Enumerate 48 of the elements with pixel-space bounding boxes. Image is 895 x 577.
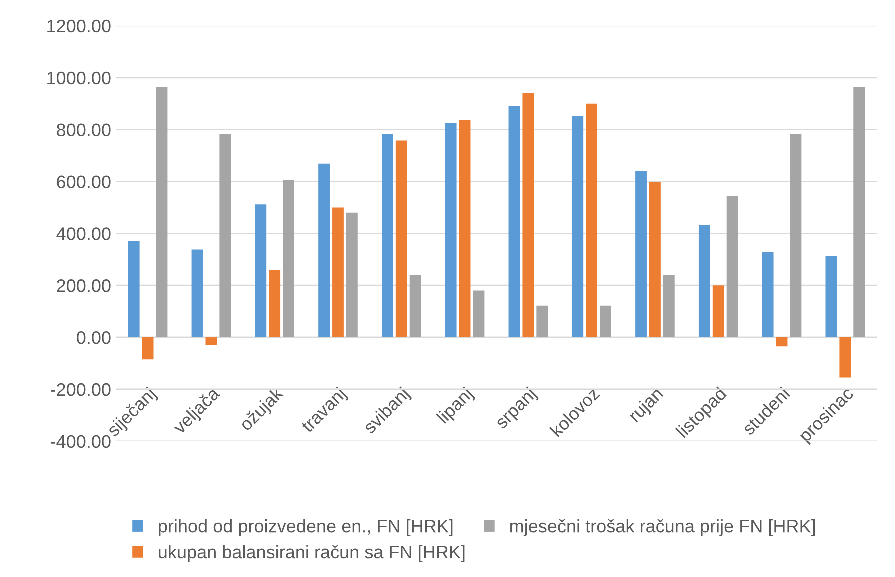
bar xyxy=(156,86,168,338)
bar xyxy=(192,250,204,338)
bar xyxy=(698,225,710,338)
bar xyxy=(382,134,394,338)
bar xyxy=(663,275,675,338)
bar xyxy=(283,180,294,338)
bar xyxy=(790,134,802,338)
legend-label: prihod od proizvedene en., FN [HRK] xyxy=(159,520,453,536)
bar xyxy=(346,212,358,338)
y-tick-label: 1200.00 xyxy=(48,20,111,33)
bar xyxy=(128,240,140,338)
bar xyxy=(269,270,281,338)
bar xyxy=(459,120,471,338)
bar xyxy=(445,123,457,338)
bar xyxy=(142,338,154,360)
y-tick-label: 600.00 xyxy=(57,176,111,188)
bar xyxy=(318,164,330,338)
y-tick-label: -400.00 xyxy=(51,435,111,448)
legend-label: ukupan balansirani račun sa FN [HRK] xyxy=(159,545,465,562)
bar xyxy=(854,86,866,338)
bar xyxy=(840,338,852,378)
y-tick-label: 1000.00 xyxy=(48,72,111,85)
bar xyxy=(776,338,788,347)
bar xyxy=(586,104,598,338)
bar xyxy=(220,134,232,338)
bar xyxy=(332,208,344,338)
bar xyxy=(410,275,422,338)
bar xyxy=(826,256,838,338)
bar xyxy=(473,290,485,338)
bar xyxy=(522,93,534,338)
bar xyxy=(726,196,738,338)
bar xyxy=(762,252,774,338)
bar xyxy=(600,306,612,338)
bar xyxy=(508,106,520,338)
bar xyxy=(255,204,267,338)
bar xyxy=(650,182,661,338)
bar xyxy=(572,116,584,338)
legend-label: mjesečni trošak računa prije FN [HRK] xyxy=(510,519,816,536)
y-tick-label: 400.00 xyxy=(56,228,111,240)
y-tick-label: -200.00 xyxy=(51,383,111,396)
bar xyxy=(206,338,218,346)
y-tick-label: 0.00 xyxy=(77,331,111,344)
y-tick-label: 800.00 xyxy=(57,124,111,137)
bar xyxy=(396,140,408,338)
bar xyxy=(712,286,724,338)
bar xyxy=(636,171,647,338)
bar xyxy=(536,306,548,338)
y-tick-label: 200.00 xyxy=(57,280,111,292)
